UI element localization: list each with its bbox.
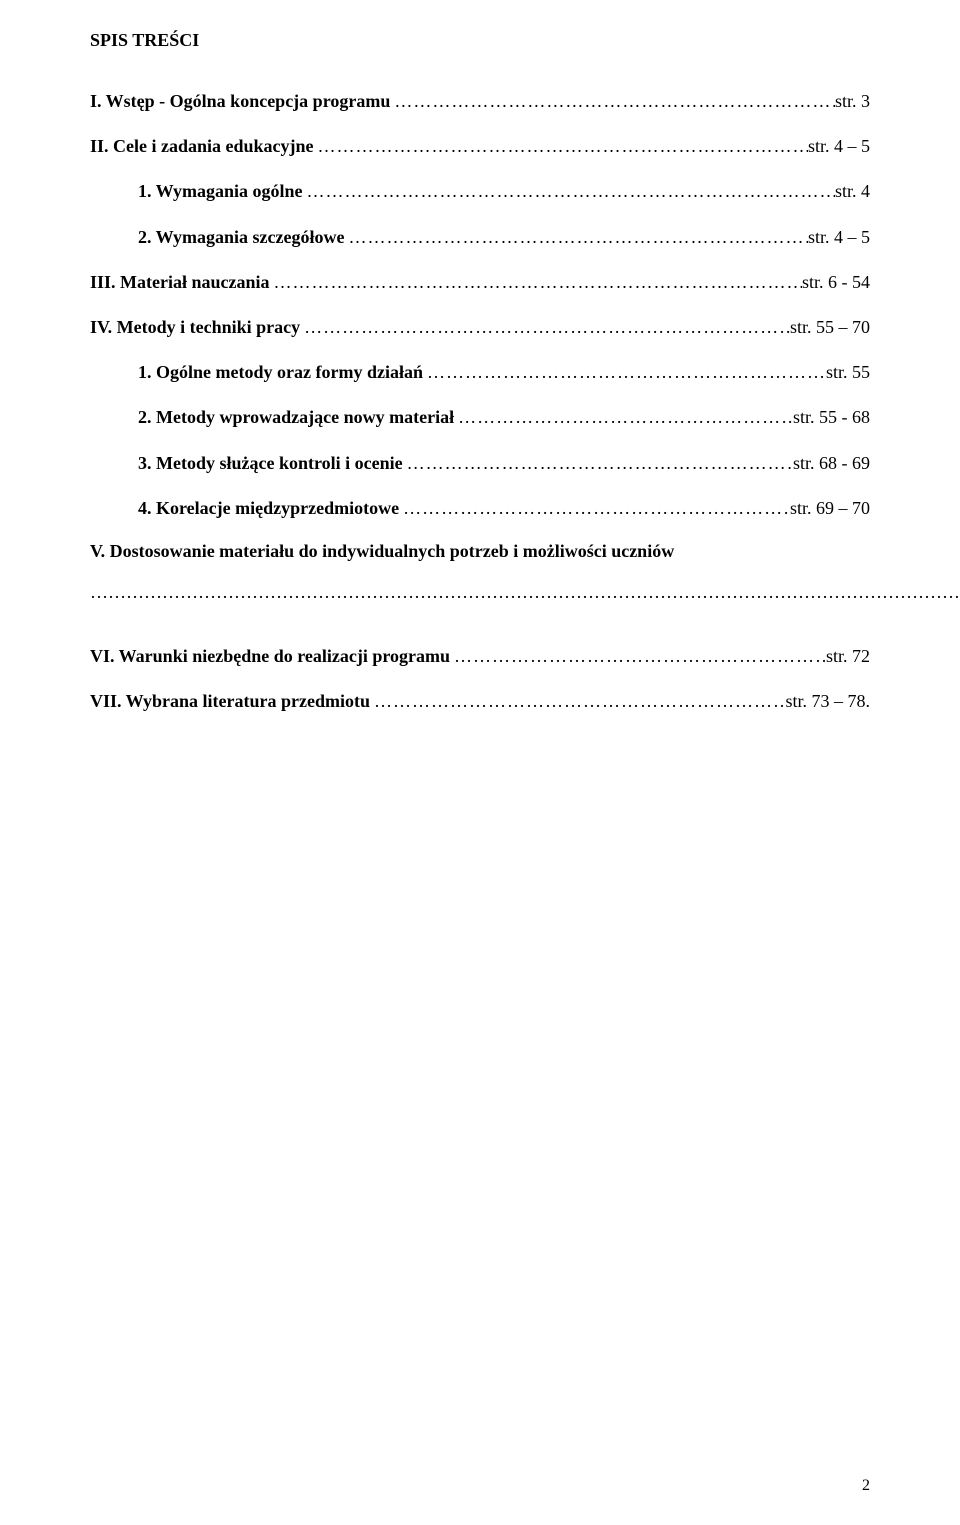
toc-label: IV. Metody i techniki pracy bbox=[90, 315, 300, 340]
page-number: 2 bbox=[862, 1477, 870, 1495]
toc-page-ref: str. 55 - 68 bbox=[793, 405, 870, 430]
toc-dots: …………………………………………………………………………………………………………… bbox=[450, 644, 826, 669]
toc-dots: …………………………………………………………………………………………………………… bbox=[390, 89, 835, 114]
toc-page-ref: str. 6 - 54 bbox=[802, 270, 870, 295]
toc-label: 2. Metody wprowadzające nowy materiał bbox=[138, 405, 454, 430]
toc-dots: …………………………………………………………………………………………………………… bbox=[423, 360, 826, 385]
toc-page-ref: str. 73 – 78. bbox=[785, 689, 870, 714]
toc-label: V. Dostosowanie materiału do indywidualn… bbox=[90, 541, 870, 562]
table-of-contents: I. Wstęp - Ogólna koncepcja programu ………… bbox=[90, 89, 870, 714]
toc-entry: VII. Wybrana literatura przedmiotu ……………… bbox=[90, 689, 870, 714]
toc-entry: 1. Wymagania ogólne ……………………………………………………… bbox=[90, 179, 870, 204]
toc-page-ref: str. 3 bbox=[835, 89, 870, 114]
toc-label: 4. Korelacje międzyprzedmiotowe bbox=[138, 496, 399, 521]
toc-page-ref: str. 72 bbox=[826, 644, 870, 669]
toc-label: II. Cele i zadania edukacyjne bbox=[90, 134, 314, 159]
toc-page-ref: str. 55 bbox=[826, 360, 870, 385]
toc-dots: …………………………………………………………………………………………………………… bbox=[303, 179, 835, 204]
toc-label: 1. Wymagania ogólne bbox=[138, 179, 303, 204]
toc-page-ref: str. 4 bbox=[835, 179, 870, 204]
toc-entry: VI. Warunki niezbędne do realizacji prog… bbox=[90, 644, 870, 669]
toc-label: 3. Metody służące kontroli i ocenie bbox=[138, 451, 403, 476]
toc-label: 2. Wymagania szczegółowe bbox=[138, 225, 344, 250]
toc-page-ref: str. 55 – 70 bbox=[790, 315, 870, 340]
toc-entry: 2. Metody wprowadzające nowy materiał ……… bbox=[90, 405, 870, 430]
toc-dots: …………………………………………………………………………………………………………… bbox=[270, 270, 802, 295]
toc-dots: …………………………………………………………………………………………………………… bbox=[314, 134, 808, 159]
toc-entry: IV. Metody i techniki pracy ………………………………… bbox=[90, 315, 870, 340]
toc-dots: …………………………………………………………………………………………………………… bbox=[370, 689, 786, 714]
toc-dots: …………………………………………………………………………………………………………… bbox=[90, 582, 960, 603]
toc-dots: …………………………………………………………………………………………………………… bbox=[344, 225, 808, 250]
toc-entry-multiline: V. Dostosowanie materiału do indywidualn… bbox=[90, 541, 870, 624]
toc-entry: III. Materiał nauczania …………………………………………… bbox=[90, 270, 870, 295]
toc-dots: …………………………………………………………………………………………………………… bbox=[403, 451, 793, 476]
toc-entry: 3. Metody służące kontroli i ocenie …………… bbox=[90, 451, 870, 476]
toc-label: VII. Wybrana literatura przedmiotu bbox=[90, 689, 370, 714]
toc-page-ref: str. 68 - 69 bbox=[793, 451, 870, 476]
toc-entry: I. Wstęp - Ogólna koncepcja programu ………… bbox=[90, 89, 870, 114]
page-title: SPIS TREŚCI bbox=[90, 30, 870, 51]
toc-page-ref: str. 4 – 5 bbox=[808, 225, 870, 250]
toc-dots: …………………………………………………………………………………………………………… bbox=[399, 496, 790, 521]
toc-entry: 4. Korelacje międzyprzedmiotowe ……………………… bbox=[90, 496, 870, 521]
toc-page-ref: str. 4 – 5 bbox=[808, 134, 870, 159]
toc-label: 1. Ogólne metody oraz formy działań bbox=[138, 360, 423, 385]
toc-label: I. Wstęp - Ogólna koncepcja programu bbox=[90, 89, 390, 114]
toc-label: VI. Warunki niezbędne do realizacji prog… bbox=[90, 644, 450, 669]
toc-entry: 1. Ogólne metody oraz formy działań …………… bbox=[90, 360, 870, 385]
toc-page-ref: str. 69 – 70 bbox=[790, 496, 870, 521]
toc-dots: …………………………………………………………………………………………………………… bbox=[300, 315, 790, 340]
toc-dots: …………………………………………………………………………………………………………… bbox=[454, 405, 793, 430]
toc-entry: 2. Wymagania szczegółowe ………………………………………… bbox=[90, 225, 870, 250]
toc-entry: II. Cele i zadania edukacyjne …………………………… bbox=[90, 134, 870, 159]
toc-label: III. Materiał nauczania bbox=[90, 270, 270, 295]
